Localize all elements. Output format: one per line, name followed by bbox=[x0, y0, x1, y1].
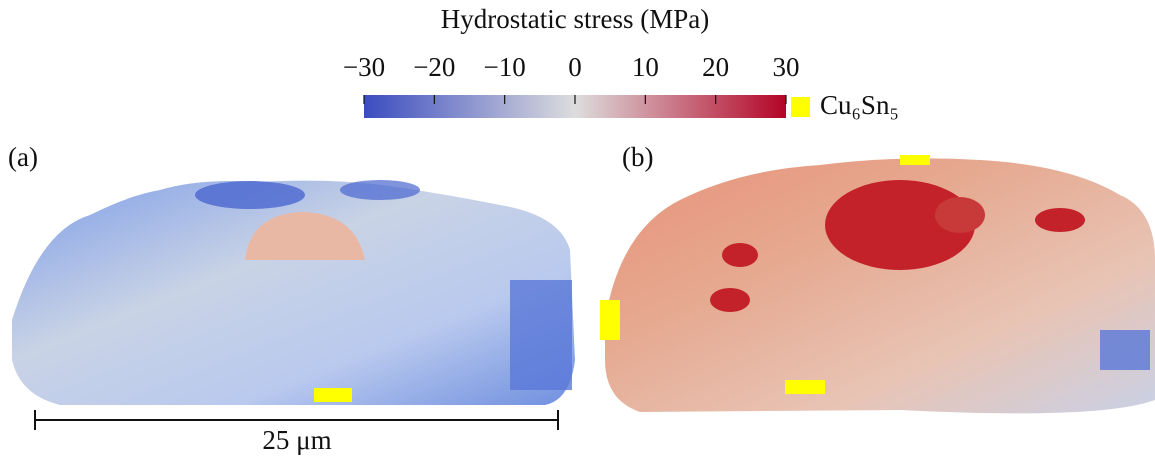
legend-swatch bbox=[791, 97, 810, 117]
tick-label: 0 bbox=[568, 52, 582, 82]
legend-label: Cu₆Sn₅ bbox=[820, 90, 899, 120]
tick-label: −10 bbox=[484, 52, 526, 82]
tick-label: −30 bbox=[343, 52, 385, 82]
tick-label: 10 bbox=[632, 52, 659, 82]
render-a bbox=[12, 180, 575, 405]
tick-label: −20 bbox=[413, 52, 455, 82]
colorbar-title: Hydrostatic stress (MPa) bbox=[441, 4, 709, 34]
tick-label: 20 bbox=[702, 52, 729, 82]
scale-bar-label: 25 μm bbox=[262, 425, 331, 455]
panel-label: (a) bbox=[8, 142, 38, 172]
panel-label: (b) bbox=[622, 142, 653, 172]
colorbar bbox=[364, 95, 786, 118]
tick-label: 30 bbox=[773, 52, 800, 82]
scale-bar bbox=[34, 410, 559, 430]
render-b bbox=[600, 155, 1155, 414]
